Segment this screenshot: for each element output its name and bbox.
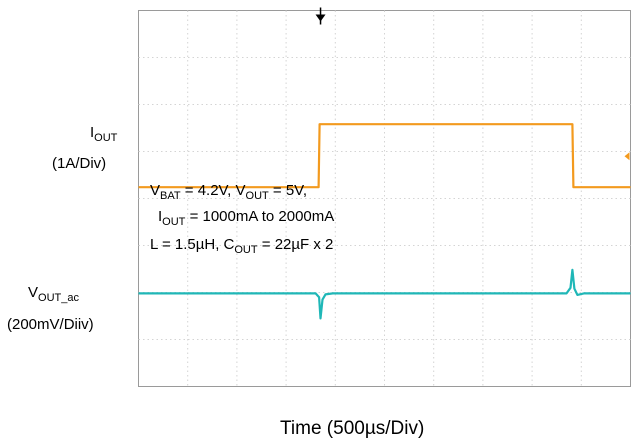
- annotation-line-3: L = 1.5µH, COUT = 22µF x 2: [150, 235, 333, 255]
- level-marker-icon: [625, 152, 630, 160]
- vout-scale-label: (200mV/Diiv): [7, 316, 94, 334]
- iout-scale-label: (1A/Div): [52, 155, 106, 173]
- markers: [316, 8, 630, 161]
- iout-label: IOUT: [90, 124, 117, 142]
- annotation-line-1: VBAT = 4.2V, VOUT = 5V,: [150, 181, 307, 201]
- annotation-line-2: IOUT = 1000mA to 2000mA: [158, 207, 334, 227]
- vout-label: VOUT_ac: [28, 284, 79, 302]
- x-axis-label: Time (500µs/Div): [280, 418, 424, 440]
